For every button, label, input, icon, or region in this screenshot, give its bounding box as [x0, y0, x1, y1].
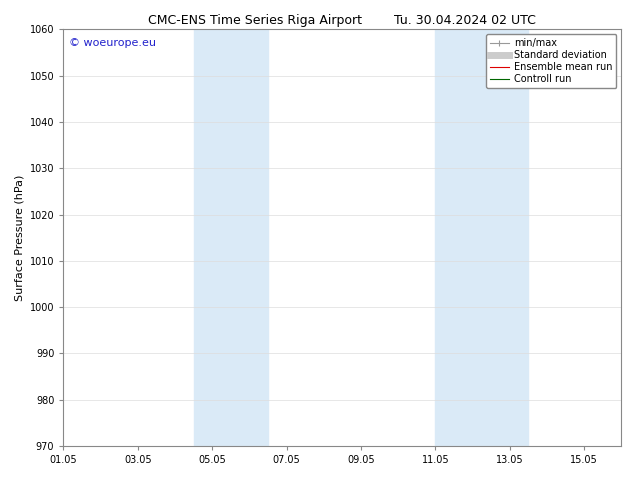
- Y-axis label: Surface Pressure (hPa): Surface Pressure (hPa): [14, 174, 24, 301]
- Bar: [436, 29, 528, 446]
- Text: © woeurope.eu: © woeurope.eu: [69, 38, 156, 48]
- Title: CMC-ENS Time Series Riga Airport        Tu. 30.04.2024 02 UTC: CMC-ENS Time Series Riga Airport Tu. 30.…: [148, 14, 536, 27]
- Bar: [193, 29, 268, 446]
- Legend: min/max, Standard deviation, Ensemble mean run, Controll run: min/max, Standard deviation, Ensemble me…: [486, 34, 616, 88]
